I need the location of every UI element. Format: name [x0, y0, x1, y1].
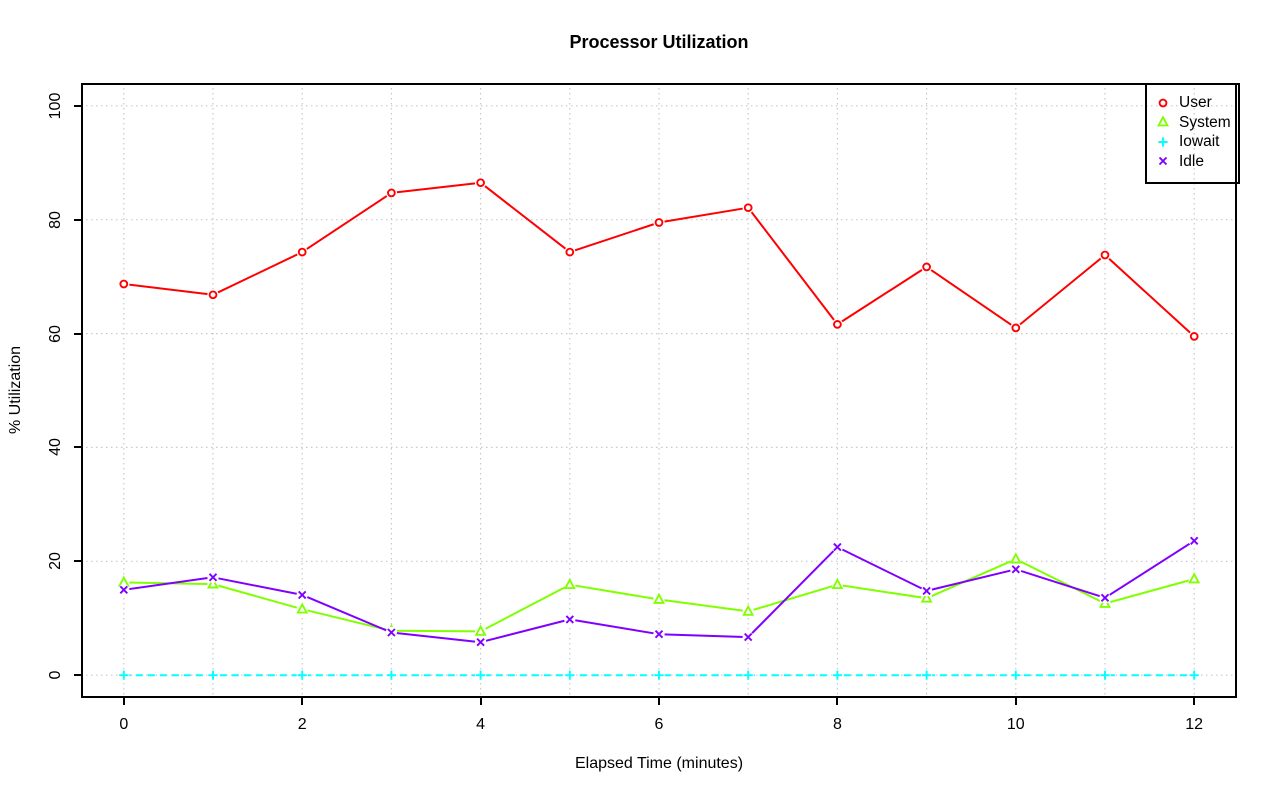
marker-iowait	[1158, 137, 1168, 147]
x-tick	[479, 698, 482, 705]
x-tick-label: 10	[1006, 716, 1025, 733]
x-tick-label: 4	[476, 716, 486, 733]
marker-user	[1100, 250, 1110, 260]
marker-user	[1158, 98, 1168, 108]
x-tick	[1014, 698, 1017, 705]
marker-iowait	[832, 670, 842, 680]
y-axis-label: % Utilization	[7, 345, 24, 435]
y-tick	[74, 446, 81, 449]
y-tick-label: 20	[47, 552, 64, 571]
marker-iowait	[208, 670, 218, 680]
x-tick-label: 12	[1185, 716, 1204, 733]
marker-idle	[476, 638, 485, 647]
marker-iowait	[119, 670, 129, 680]
x-tick	[658, 698, 660, 705]
marker-system	[1157, 115, 1169, 127]
marker-idle	[922, 586, 931, 596]
x-axis-label: Elapsed Time (minutes)	[574, 755, 744, 772]
legend-plus-icon	[1158, 137, 1168, 147]
marker-idle	[1011, 565, 1020, 574]
marker-iowait	[476, 670, 486, 680]
marker-user	[1189, 332, 1199, 341]
marker-iowait	[1011, 670, 1021, 680]
marker-system	[653, 592, 665, 604]
x-tick	[836, 698, 839, 705]
marker-iowait	[743, 670, 753, 680]
x-tick-label: 2	[297, 716, 307, 733]
legend-label-idle: Idle	[1179, 152, 1204, 170]
marker-user	[208, 290, 218, 300]
x-tick-label: 8	[832, 716, 842, 733]
marker-idle	[1100, 593, 1110, 602]
legend-triangle-icon	[1157, 115, 1169, 127]
y-tick-label: 60	[47, 324, 64, 343]
marker-system	[474, 624, 487, 636]
y-tick	[74, 218, 81, 221]
line-idle	[123, 539, 1195, 644]
marker-user	[297, 247, 307, 257]
chart-title: Processor Utilization	[569, 32, 749, 52]
marker-system	[207, 577, 219, 589]
marker-iowait	[297, 670, 307, 680]
y-tick	[74, 332, 81, 335]
marker-system	[1009, 552, 1022, 564]
marker-idle	[208, 573, 218, 582]
legend-label-system: System	[1179, 113, 1231, 131]
legend-item-idle: Idle	[1147, 152, 1238, 172]
marker-system	[742, 604, 755, 616]
marker-idle	[298, 590, 307, 600]
marker-idle	[654, 630, 664, 639]
marker-user	[476, 178, 485, 188]
y-tick-label: 100	[47, 92, 64, 120]
marker-iowait	[1100, 670, 1110, 680]
marker-user	[654, 218, 664, 227]
legend-item-iowait: Iowait	[1147, 132, 1238, 152]
marker-user	[387, 188, 396, 198]
marker-iowait	[654, 670, 664, 680]
y-tick-label: 80	[47, 210, 64, 229]
marker-user	[922, 262, 931, 272]
marker-user	[833, 320, 842, 329]
legend-circle-icon	[1158, 98, 1168, 108]
marker-idle	[387, 628, 396, 637]
legend-label-user: User	[1179, 94, 1212, 111]
x-tick-label: 6	[654, 716, 664, 733]
legend-item-system: System	[1147, 113, 1238, 133]
marker-idle	[744, 632, 753, 642]
marker-system	[920, 591, 933, 603]
x-tick-label: 0	[119, 716, 129, 733]
x-tick	[122, 698, 125, 705]
marker-idle	[1158, 157, 1168, 166]
marker-iowait	[386, 670, 396, 680]
legend-label-iowait: Iowait	[1179, 133, 1220, 150]
plot-area	[81, 83, 1237, 698]
legend-item-user: User	[1147, 93, 1238, 113]
y-tick	[74, 104, 81, 107]
y-tick	[74, 560, 81, 563]
plot-canvas	[81, 83, 1237, 698]
marker-user	[565, 247, 575, 257]
marker-user	[743, 203, 753, 213]
marker-system	[563, 577, 576, 590]
y-tick-label: 0	[47, 670, 64, 680]
y-tick	[74, 674, 81, 677]
marker-idle	[833, 542, 842, 552]
marker-idle	[1190, 536, 1199, 545]
marker-idle	[119, 585, 128, 594]
marker-iowait	[565, 670, 575, 680]
legend-x-icon	[1158, 157, 1168, 166]
marker-user	[119, 279, 129, 289]
marker-user	[1011, 323, 1021, 333]
x-tick	[301, 698, 304, 705]
marker-system	[296, 602, 309, 614]
marker-system	[831, 577, 844, 590]
y-tick-label: 40	[47, 438, 64, 457]
marker-system	[1188, 572, 1201, 584]
legend: User System Iowait Idle	[1145, 83, 1240, 184]
x-tick	[1193, 698, 1196, 705]
marker-iowait	[922, 670, 932, 680]
marker-iowait	[1189, 670, 1199, 680]
marker-idle	[565, 615, 574, 624]
